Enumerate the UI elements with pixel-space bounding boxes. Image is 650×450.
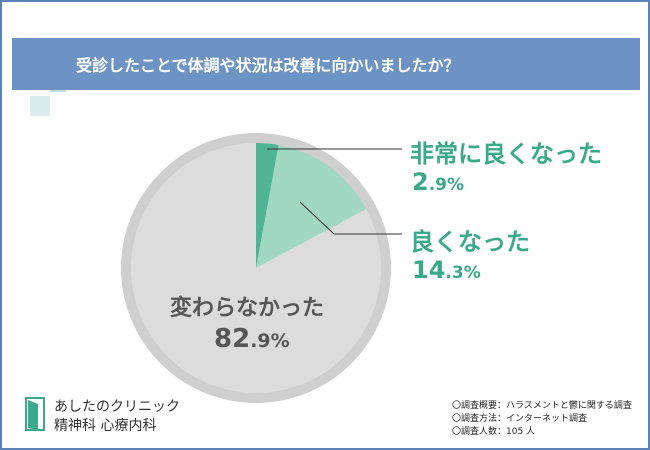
value-int: 14 (412, 256, 446, 284)
note-line: 〇調査概要：ハラスメントと鬱に関する調査 (452, 401, 632, 411)
note-line: 〇調査人数：105 人 (452, 427, 536, 437)
door-icon (25, 397, 45, 431)
survey-notes: 〇調査概要：ハラスメントと鬱に関する調査 〇調査方法：インターネット調査 〇調査… (452, 400, 632, 439)
value-int: 82 (214, 324, 251, 354)
decor-square (30, 96, 50, 116)
pie-slice-improved (256, 145, 367, 268)
slice-label-unchanged: 変わらなかった (170, 296, 325, 321)
slice-value-very-improved: 2.9% (412, 168, 464, 196)
chart-title: 受診したことで体調や状況は改善に向かいましたか？ (76, 56, 460, 75)
leader-line-improved (299, 201, 402, 235)
value-dec: .3% (445, 263, 481, 283)
note-line: 〇調査方法：インターネット調査 (452, 414, 588, 424)
title-bar (12, 38, 640, 90)
value-int: 2 (412, 168, 429, 196)
pie-slice-unchanged (131, 143, 381, 393)
clinic-name: あしたのクリニック (54, 399, 180, 415)
value-dec: .9% (250, 330, 290, 352)
slice-value-unchanged: 82.9% (214, 324, 290, 354)
slice-label-very-improved: 非常に良くなった (410, 140, 602, 168)
slice-value-improved: 14.3% (412, 256, 481, 284)
value-dec: .9% (428, 175, 465, 195)
slice-label-improved: 良くなった (410, 228, 530, 256)
clinic-departments: 精神科 心療内科 (54, 418, 157, 434)
pie-slice-very-improved (256, 143, 279, 268)
